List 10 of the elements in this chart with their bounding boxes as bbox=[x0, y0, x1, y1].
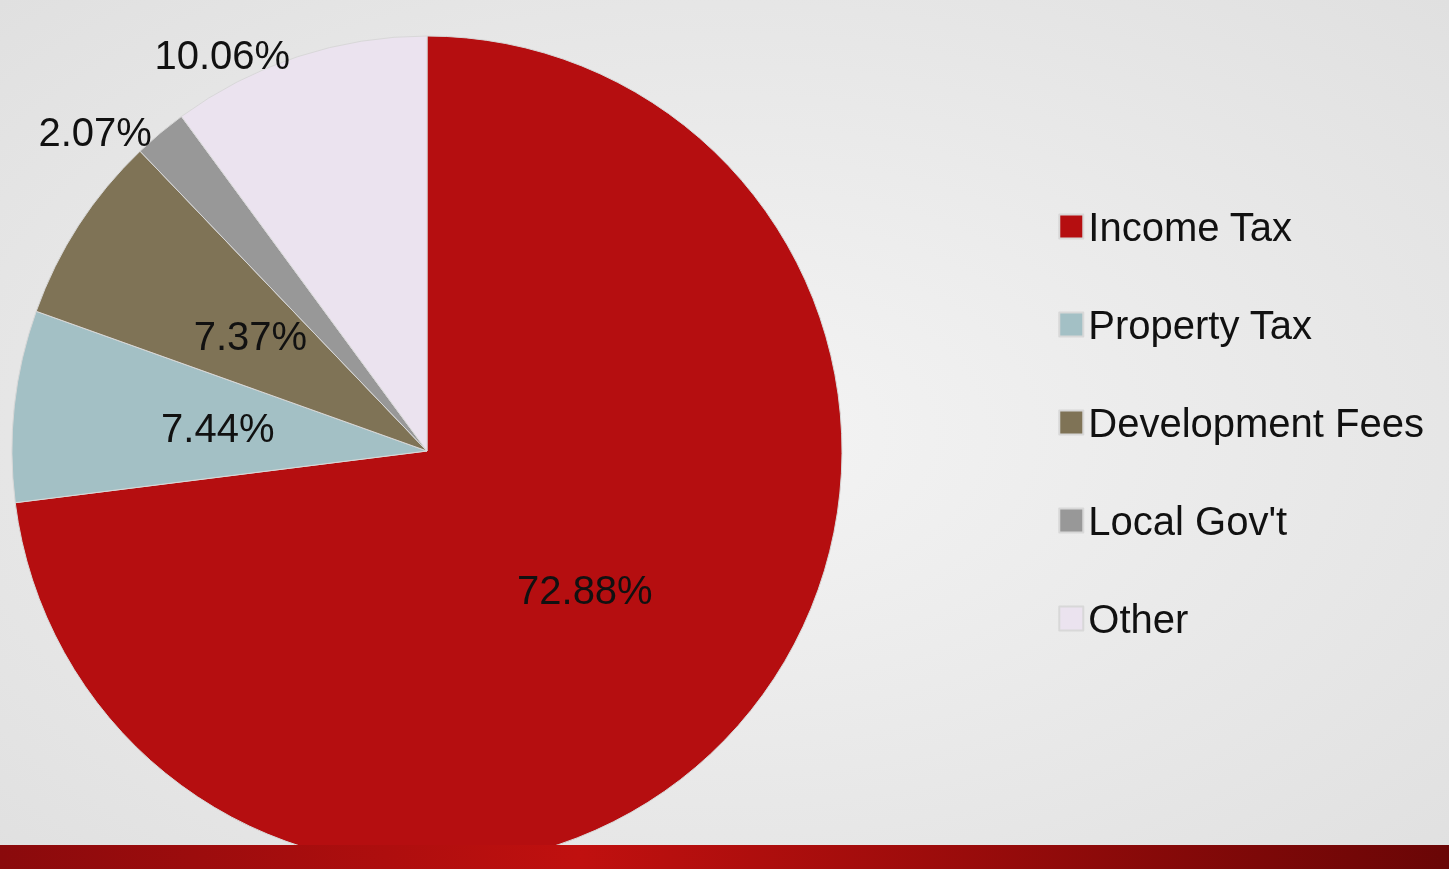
data-label: 7.37% bbox=[193, 314, 308, 359]
data-label: 7.44% bbox=[161, 406, 275, 451]
legend-label: Other bbox=[1088, 596, 1189, 641]
data-label: 72.88% bbox=[517, 568, 653, 613]
legend-label: Income Tax bbox=[1088, 204, 1293, 249]
data-label: 10.06% bbox=[154, 32, 291, 77]
legend-label: Property Tax bbox=[1088, 302, 1313, 347]
data-label: 2.07% bbox=[38, 109, 152, 154]
legend-label: Development Fees bbox=[1088, 400, 1425, 445]
legend-label: Local Gov't bbox=[1088, 498, 1288, 543]
